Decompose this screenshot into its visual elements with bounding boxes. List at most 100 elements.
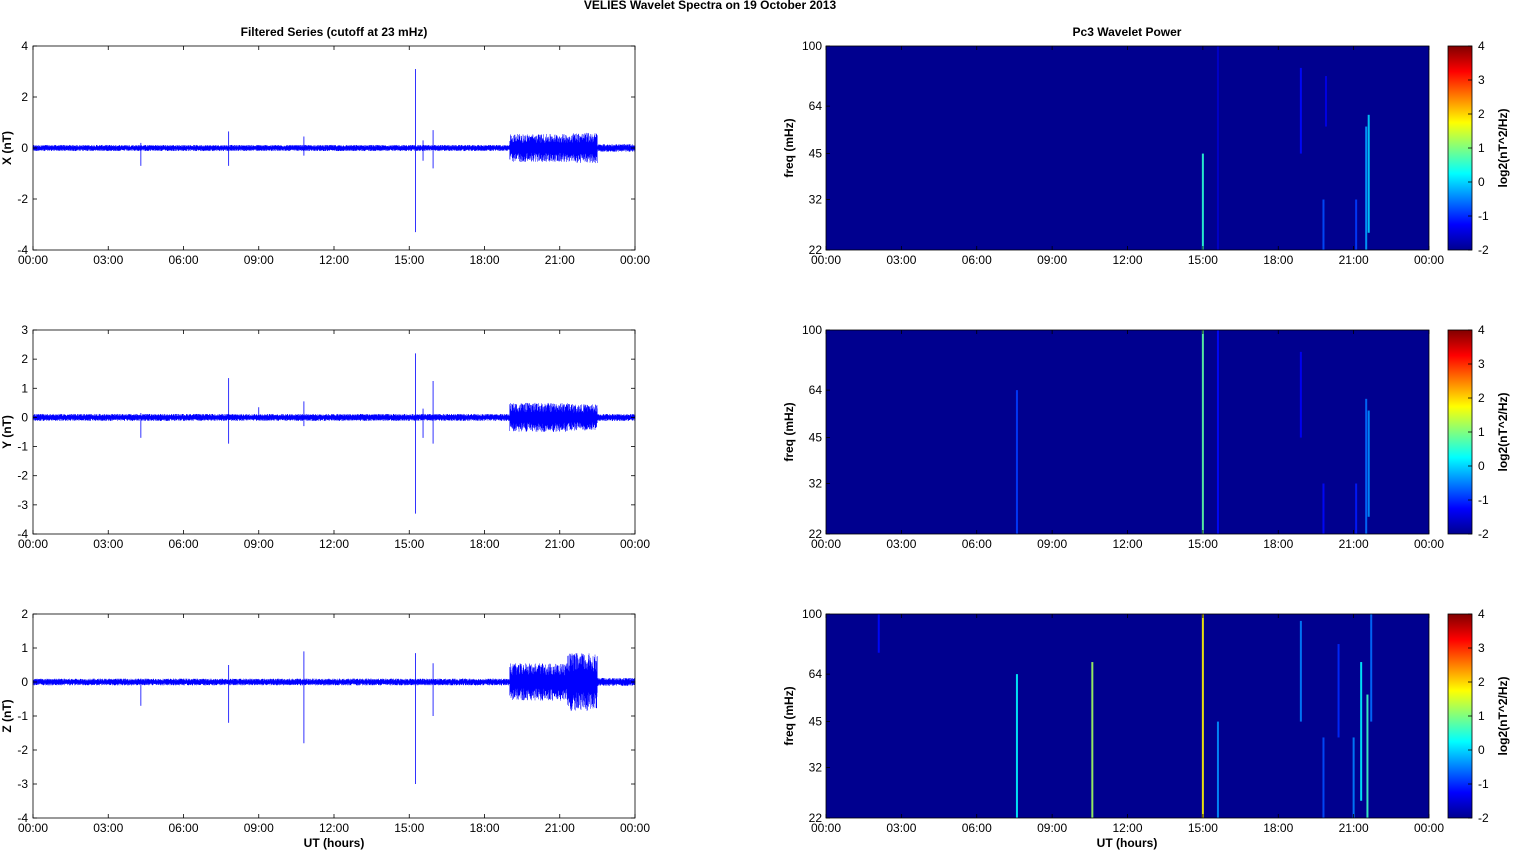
x-series-ytick-label: 0	[21, 141, 28, 155]
y-spectrogram-xtick-label: 18:00	[1263, 537, 1293, 551]
y-series-ytick-label: 3	[21, 323, 28, 337]
z-spectrogram-colorbar-tick-label: 1	[1478, 709, 1485, 723]
z-spectrogram-xtick-label: 18:00	[1263, 821, 1293, 835]
left-x-axis-label: UT (hours)	[304, 836, 365, 850]
z-spectrogram-feature	[1360, 662, 1363, 801]
z-spectrogram-ytick-label: 32	[809, 761, 823, 775]
left-column-title: Filtered Series (cutoff at 23 mHz)	[241, 25, 428, 39]
y-series-xtick-label: 12:00	[319, 537, 349, 551]
y-spectrogram-xtick-label: 03:00	[886, 537, 916, 551]
x-spectrogram-colorbar-tick-label: 1	[1478, 141, 1485, 155]
z-spectrogram-colorbar-tick-label: 4	[1478, 607, 1485, 621]
y-spectrogram-xtick-label: 21:00	[1339, 537, 1369, 551]
x-spectrogram-feature	[1299, 67, 1302, 154]
z-spectrogram-feature	[1366, 694, 1369, 818]
z-series-xtick-label: 12:00	[319, 821, 349, 835]
x-spectrogram-colorbar-label: log2(nT^2/Hz)	[1496, 108, 1510, 187]
y-spectrogram-xtick-label: 00:00	[811, 537, 841, 551]
x-series-xtick-label: 21:00	[545, 253, 575, 267]
z-spectrogram-feature	[1337, 644, 1340, 738]
z-spectrogram-feature	[1015, 674, 1018, 818]
y-spectrogram-feature	[1201, 330, 1204, 534]
z-spectrogram-colorbar-tick-label: 3	[1478, 641, 1485, 655]
x-series-ytick-label: -4	[17, 243, 28, 257]
y-spectrogram-xtick-label: 12:00	[1112, 537, 1142, 551]
z-spectrogram-feature	[1322, 737, 1325, 818]
y-spectrogram-ytick-label: 32	[809, 477, 823, 491]
z-spectrogram-colorbar-tick-label: 2	[1478, 675, 1485, 689]
x-spectrogram-ytick-label: 100	[802, 39, 822, 53]
x-spectrogram-colorbar-tick-label: 0	[1478, 175, 1485, 189]
y-series-ytick-label: -4	[17, 527, 28, 541]
z-spectrogram-xtick-label: 00:00	[811, 821, 841, 835]
x-component-series-plot: -4 -2 0 2 4 00:00 03:00 06:00 09:00 12:00 15:00 18:…	[0, 39, 650, 267]
x-spectrogram-ytick-label: 45	[809, 147, 823, 161]
y-series-plot-area	[33, 330, 635, 534]
x-series-xtick-label: 18:00	[469, 253, 499, 267]
y-spectrogram-ytick-label: 22	[809, 527, 823, 541]
x-spectrogram-xtick-label: 18:00	[1263, 253, 1293, 267]
right-x-axis-label: UT (hours)	[1097, 836, 1158, 850]
y-spectrogram-ylabel: freq (mHz)	[782, 402, 796, 461]
y-series-xtick-label: 00:00	[620, 537, 650, 551]
x-spectrogram-colorbar-tick-label: 2	[1478, 107, 1485, 121]
x-spectrogram-xtick-label: 00:00	[1414, 253, 1444, 267]
y-spectrogram-xtick-label: 15:00	[1188, 537, 1218, 551]
y-spectrogram-colorbar-tick-label: 4	[1478, 323, 1485, 337]
x-spectrogram-colorbar-tick-label: 3	[1478, 73, 1485, 87]
y-spectrogram-feature	[1216, 330, 1219, 534]
z-series-ytick-label: -4	[17, 811, 28, 825]
z-spectrogram-xtick-label: 09:00	[1037, 821, 1067, 835]
z-series-ytick-label: -1	[17, 709, 28, 723]
z-spectrogram-xtick-label: 21:00	[1339, 821, 1369, 835]
z-spectrogram-xtick-label: 12:00	[1112, 821, 1142, 835]
y-series-xtick-label: 15:00	[394, 537, 424, 551]
x-spectrogram-ytick-label: 32	[809, 193, 823, 207]
z-spectrogram-colorbar-tick-label: 0	[1478, 743, 1485, 757]
z-spectrogram-feature	[1370, 614, 1373, 722]
x-series-ytick-label: 4	[21, 39, 28, 53]
z-series-ytick-label: 1	[21, 641, 28, 655]
z-spectrogram-ylabel: freq (mHz)	[782, 686, 796, 745]
x-series-xtick-label: 06:00	[168, 253, 198, 267]
z-spectrogram-ytick-label: 100	[802, 607, 822, 621]
z-spectrogram-feature	[1216, 721, 1219, 818]
y-series-ytick-label: 0	[21, 410, 28, 424]
y-spectrogram-feature	[1355, 483, 1358, 534]
x-spectrogram-xtick-label: 03:00	[886, 253, 916, 267]
z-series-ytick-label: 2	[21, 607, 28, 621]
y-series-ytick-label: -3	[17, 498, 28, 512]
y-component-series-plot: -4 -3 -2 -1 0 1 2 3 00:00 03:00 06:00 09:00 12:00 15:…	[0, 323, 650, 551]
z-spectrogram-feature	[1299, 620, 1302, 722]
z-spectrogram-ytick-label: 45	[809, 715, 823, 729]
x-spectrogram-colorbar-tick-label: -1	[1478, 209, 1489, 223]
z-series-ytick-label: -2	[17, 743, 28, 757]
y-spectrogram-feature	[1365, 398, 1368, 534]
z-series-ylabel: Z (nT)	[0, 699, 14, 732]
z-spectrogram-feature	[877, 614, 880, 653]
x-series-xtick-label: 00:00	[620, 253, 650, 267]
y-spectrogram-xtick-label: 06:00	[962, 537, 992, 551]
x-series-xtick-label: 03:00	[93, 253, 123, 267]
x-spectrogram-colorbar-tick-label: -2	[1478, 243, 1489, 257]
z-spectrogram-ytick-label: 64	[809, 667, 823, 681]
z-series-xtick-label: 18:00	[469, 821, 499, 835]
z-series-plot-area	[33, 614, 635, 818]
x-series-xtick-label: 12:00	[319, 253, 349, 267]
z-spectrogram-feature	[1352, 737, 1355, 818]
x-spectrogram-xtick-label: 21:00	[1339, 253, 1369, 267]
x-spectrogram-plot-area	[826, 46, 1429, 250]
y-series-xtick-label: 06:00	[168, 537, 198, 551]
z-component-series-plot: -4 -3 -2 -1 0 1 2 00:00 03:00 06:00 09:00 12:00 15:0…	[0, 607, 650, 835]
figure-title: VELIES Wavelet Spectra on 19 October 201…	[584, 0, 837, 12]
z-spectrogram-xtick-label: 15:00	[1188, 821, 1218, 835]
y-spectrogram-colorbar-tick-label: -2	[1478, 527, 1489, 541]
z-series-xtick-label: 03:00	[93, 821, 123, 835]
z-series-xtick-label: 21:00	[545, 821, 575, 835]
z-spectrogram-xtick-label: 03:00	[886, 821, 916, 835]
z-spectrogram-plot-area	[826, 614, 1429, 818]
x-spectrogram-feature	[1322, 199, 1325, 250]
